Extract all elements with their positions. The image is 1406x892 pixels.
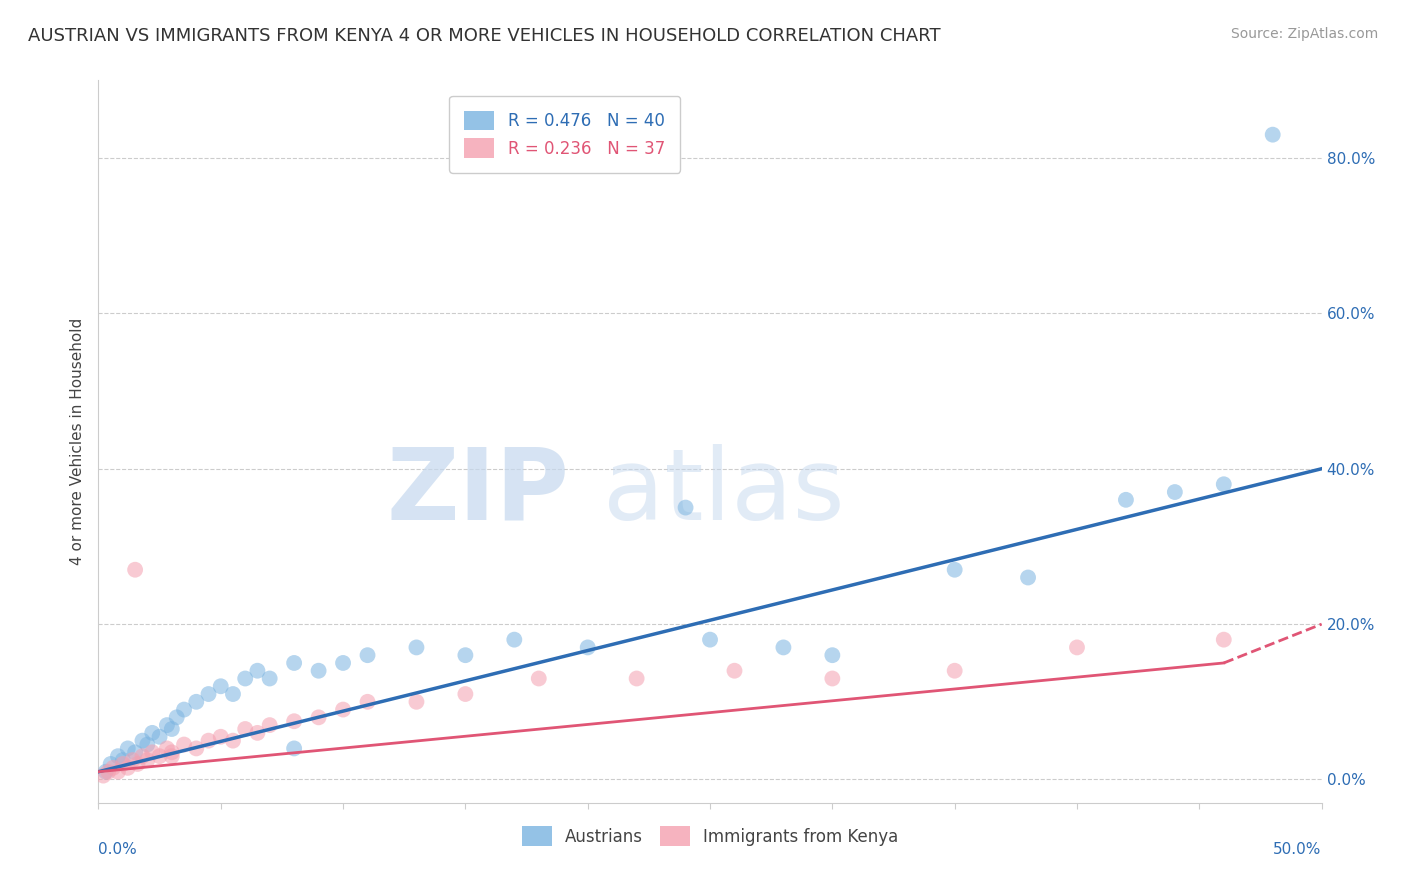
Point (626, 672, 648, 686)
Point (283, 656, 305, 670)
Point (117, 761, 139, 775)
Point (111, 756, 134, 771)
Point (101, 761, 124, 775)
Y-axis label: 4 or more Vehicles in Household: 4 or more Vehicles in Household (69, 318, 84, 566)
Point (131, 749, 153, 764)
Point (1212, 477, 1234, 491)
Text: atlas: atlas (603, 443, 845, 541)
Point (127, 756, 149, 771)
Point (107, 749, 129, 764)
Point (332, 656, 354, 670)
Point (405, 695, 427, 709)
Point (772, 640, 794, 655)
Point (124, 563, 146, 577)
Point (156, 718, 179, 732)
Point (149, 730, 172, 744)
Point (332, 702, 354, 716)
Point (173, 738, 195, 752)
Point (107, 764, 129, 779)
Text: Source: ZipAtlas.com: Source: ZipAtlas.com (1230, 27, 1378, 41)
Point (723, 664, 745, 678)
Point (100, 756, 122, 771)
Point (209, 679, 232, 693)
Point (1261, 128, 1284, 142)
Point (527, 672, 550, 686)
Point (233, 672, 256, 686)
Point (356, 695, 378, 709)
Point (121, 753, 143, 767)
Point (94, 764, 117, 779)
Point (160, 722, 183, 736)
Point (160, 745, 183, 759)
Point (308, 710, 330, 724)
Point (156, 741, 179, 756)
Point (149, 749, 172, 764)
Text: ZIP: ZIP (387, 443, 569, 541)
Point (160, 749, 183, 764)
Point (943, 563, 966, 577)
Point (222, 687, 245, 701)
Point (503, 632, 526, 647)
Point (246, 726, 269, 740)
Point (821, 672, 844, 686)
Point (675, 500, 697, 515)
Point (186, 695, 208, 709)
Point (405, 640, 427, 655)
Point (197, 687, 219, 701)
Point (576, 640, 599, 655)
Point (233, 722, 256, 736)
Point (166, 710, 188, 724)
Point (91, 769, 114, 783)
Point (186, 741, 208, 756)
Text: 50.0%: 50.0% (1274, 842, 1322, 856)
Point (356, 648, 378, 663)
Point (1017, 570, 1039, 584)
Point (1212, 632, 1234, 647)
Point (209, 730, 232, 744)
Point (222, 733, 245, 747)
Text: AUSTRIAN VS IMMIGRANTS FROM KENYA 4 OR MORE VEHICLES IN HOUSEHOLD CORRELATION CH: AUSTRIAN VS IMMIGRANTS FROM KENYA 4 OR M… (28, 27, 941, 45)
Point (699, 632, 721, 647)
Point (117, 741, 139, 756)
Point (454, 648, 477, 663)
Point (173, 702, 195, 716)
Point (821, 648, 844, 663)
Point (136, 738, 159, 752)
Point (141, 726, 163, 740)
Legend: Austrians, Immigrants from Kenya: Austrians, Immigrants from Kenya (515, 820, 905, 852)
Point (111, 753, 134, 767)
Point (1164, 485, 1187, 500)
Text: 0.0%: 0.0% (98, 842, 138, 856)
Point (131, 733, 153, 747)
Point (97, 764, 120, 779)
Point (141, 745, 163, 759)
Point (283, 741, 305, 756)
Point (259, 718, 281, 732)
Point (1115, 492, 1137, 507)
Point (943, 664, 966, 678)
Point (1066, 640, 1088, 655)
Point (197, 733, 219, 747)
Point (246, 664, 269, 678)
Point (136, 753, 159, 767)
Point (454, 687, 477, 701)
Point (259, 672, 281, 686)
Point (124, 745, 146, 759)
Point (308, 664, 330, 678)
Point (283, 714, 305, 729)
